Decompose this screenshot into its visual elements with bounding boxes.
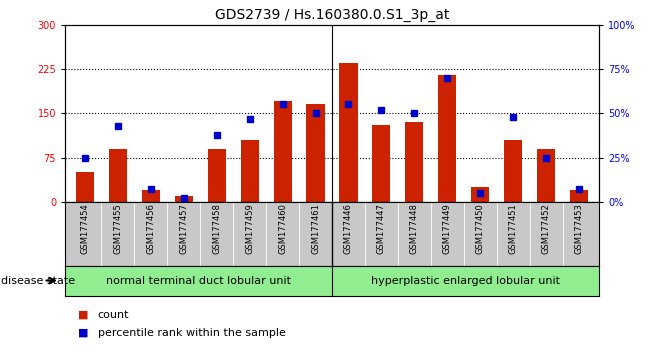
Title: GDS2739 / Hs.160380.0.S1_3p_at: GDS2739 / Hs.160380.0.S1_3p_at — [215, 8, 449, 22]
Bar — [174, 196, 193, 202]
Text: GSM177450: GSM177450 — [476, 203, 485, 254]
Text: count: count — [98, 310, 129, 320]
Text: GSM177446: GSM177446 — [344, 203, 353, 254]
Text: GSM177458: GSM177458 — [212, 203, 221, 254]
Text: ■: ■ — [78, 328, 89, 338]
Bar — [406, 122, 423, 202]
Text: GSM177454: GSM177454 — [80, 203, 89, 254]
Bar — [307, 104, 325, 202]
Text: GSM177452: GSM177452 — [542, 203, 551, 254]
Text: hyperplastic enlarged lobular unit: hyperplastic enlarged lobular unit — [371, 275, 560, 286]
Text: GSM177456: GSM177456 — [146, 203, 156, 254]
Text: percentile rank within the sample: percentile rank within the sample — [98, 328, 286, 338]
Bar — [471, 187, 490, 202]
Bar — [273, 102, 292, 202]
Bar — [504, 140, 522, 202]
Text: GSM177448: GSM177448 — [410, 203, 419, 254]
Bar — [142, 190, 160, 202]
Bar — [570, 190, 589, 202]
Text: GSM177447: GSM177447 — [377, 203, 386, 254]
Text: GSM177461: GSM177461 — [311, 203, 320, 254]
Bar — [339, 63, 357, 202]
Bar — [241, 140, 258, 202]
Text: GSM177453: GSM177453 — [575, 203, 584, 254]
Bar — [76, 172, 94, 202]
Bar — [372, 125, 391, 202]
Text: GSM177460: GSM177460 — [278, 203, 287, 254]
Bar — [537, 149, 555, 202]
Text: GSM177455: GSM177455 — [113, 203, 122, 254]
Text: GSM177451: GSM177451 — [508, 203, 518, 254]
Bar — [438, 75, 456, 202]
Text: ■: ■ — [78, 310, 89, 320]
Text: disease state: disease state — [1, 275, 76, 286]
Bar — [208, 149, 226, 202]
Text: GSM177457: GSM177457 — [179, 203, 188, 254]
Text: GSM177459: GSM177459 — [245, 203, 254, 254]
Text: GSM177449: GSM177449 — [443, 203, 452, 254]
Text: normal terminal duct lobular unit: normal terminal duct lobular unit — [106, 275, 291, 286]
Bar — [109, 149, 127, 202]
